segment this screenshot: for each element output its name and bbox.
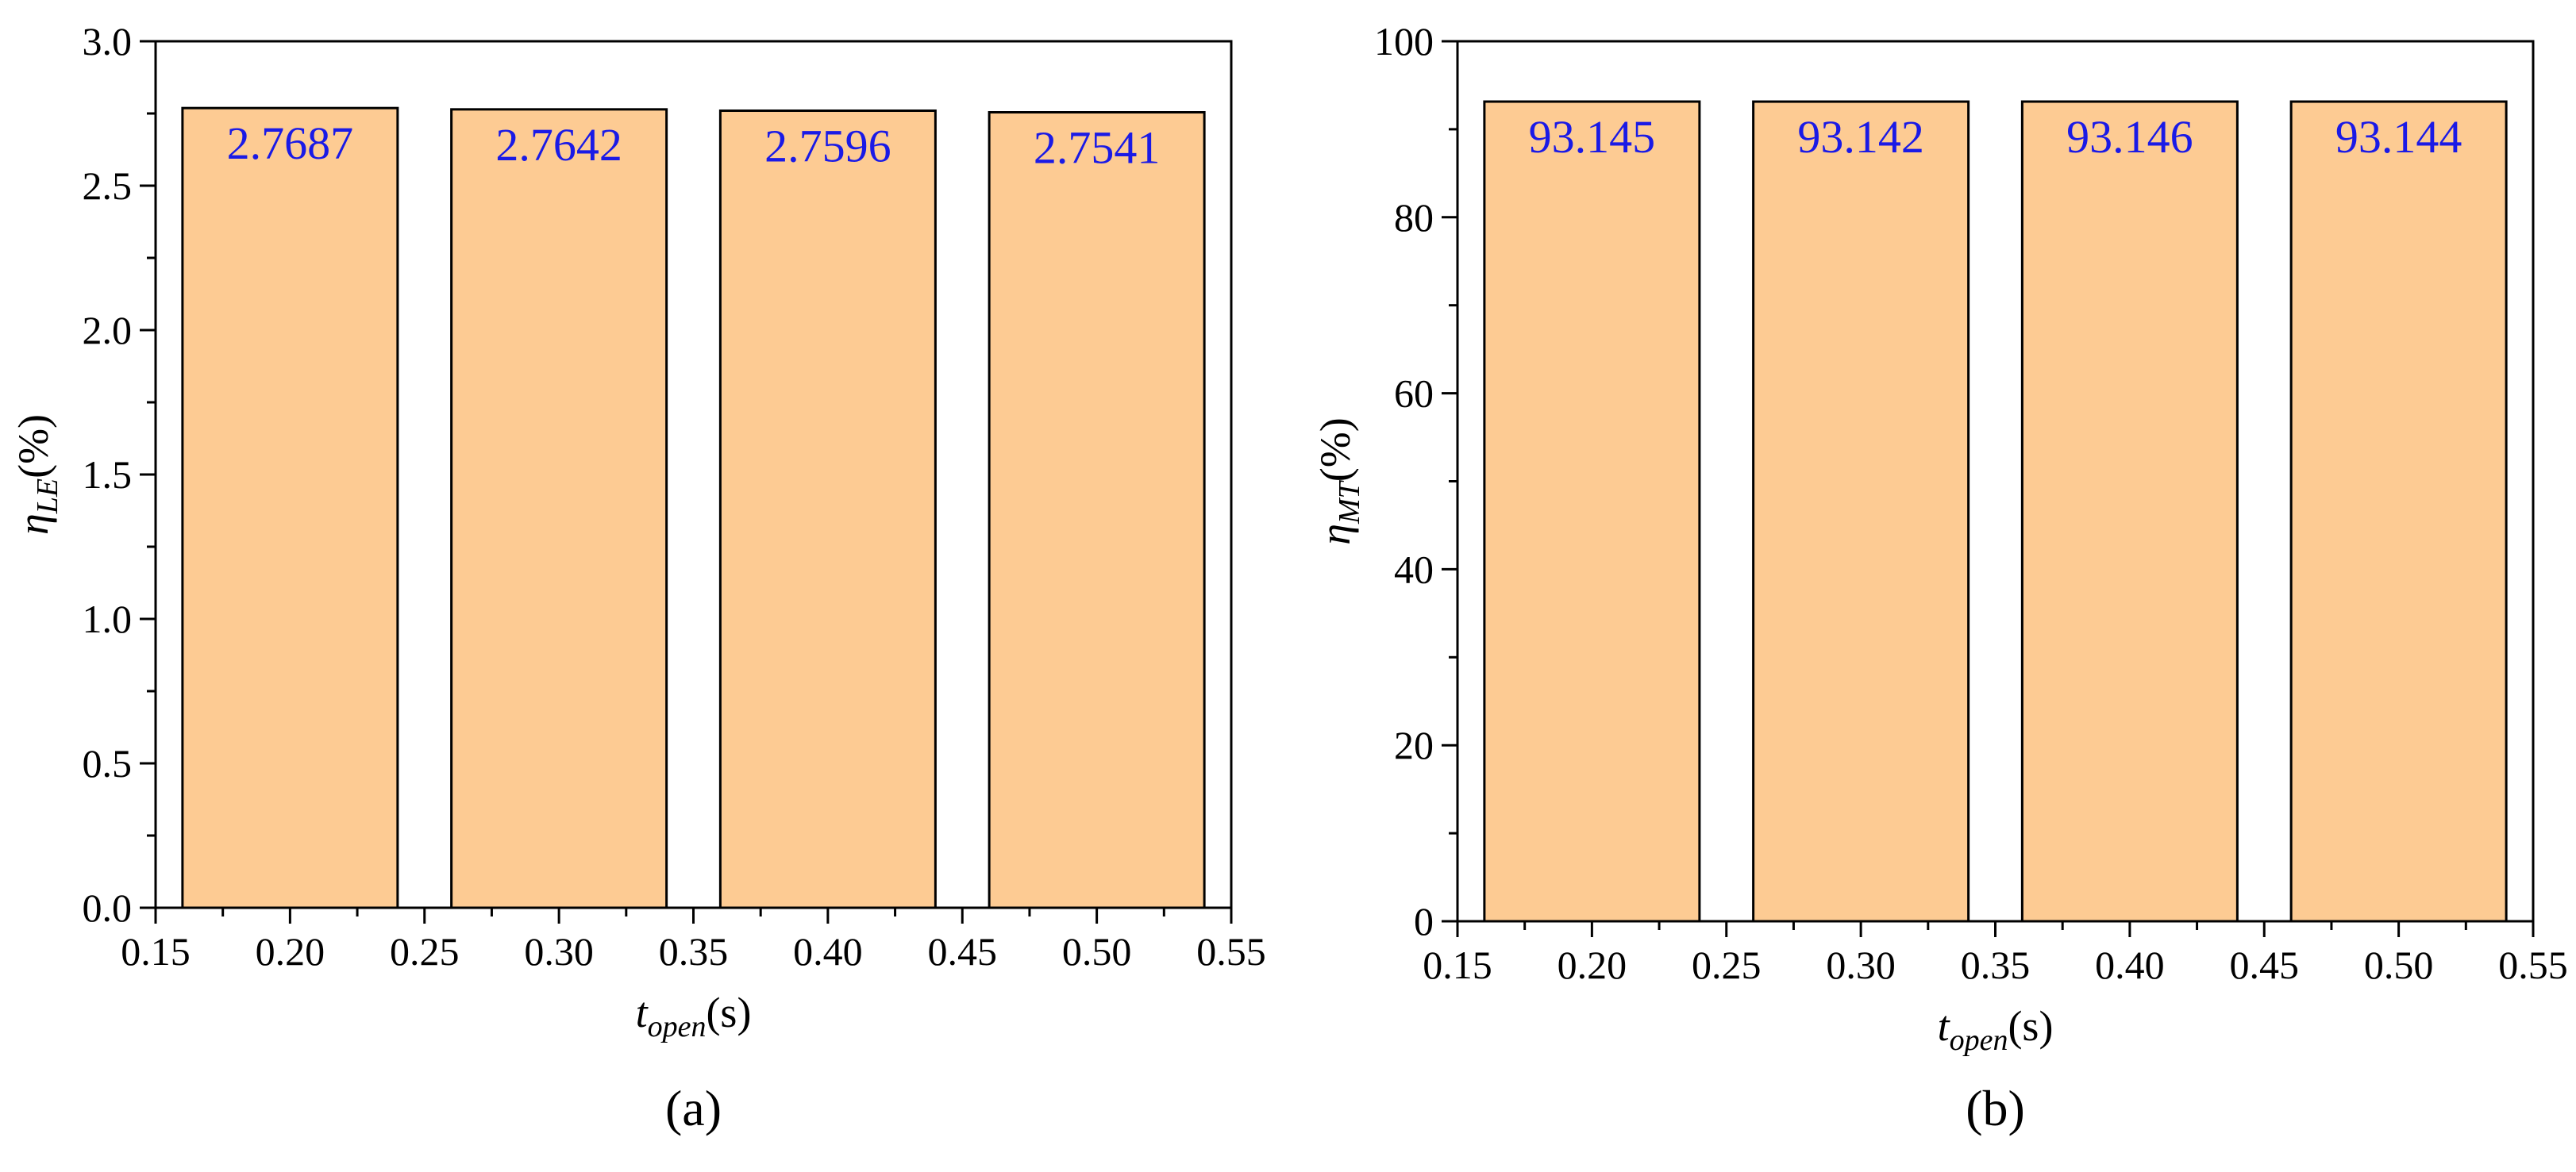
x-tick-label: 0.40 [2095,943,2165,987]
x-tick-label: 0.35 [659,929,729,974]
x-tick-label: 0.25 [390,929,460,974]
y-tick-label: 100 [1374,19,1434,63]
bar [2020,100,2239,923]
x-axis-symbol: t [1938,1002,1951,1050]
panel-label: (b) [1966,1080,2025,1136]
data-label: 93.144 [2335,111,2462,163]
x-tick-label: 0.45 [928,929,998,974]
x-tick-label: 0.15 [1423,943,1492,987]
chart-panel-b: 93.145 93.142 93.146 93.144 0.15 0.20 0.25 0.30… [1311,19,2568,1136]
x-axis-title: topen(s) [636,989,752,1043]
y-axis-title: ηMT(%) [1311,417,1366,545]
y-tick-label: 40 [1394,547,1434,591]
x-tick-label: 0.25 [1692,943,1762,987]
y-axis-unit: (%) [10,414,57,478]
y-tick-label: 0 [1414,899,1434,943]
bar [450,108,668,909]
data-label: 93.142 [1797,111,1924,163]
x-tick-label: 0.50 [2364,943,2434,987]
y-tick-label: 0.5 [83,741,133,786]
x-tick-label: 0.20 [1558,943,1627,987]
x-axis-unit: (s) [706,989,751,1036]
y-tick-label: 60 [1394,371,1434,416]
x-tick-label: 0.55 [1196,929,1266,974]
x-tick-label: 0.15 [121,929,191,974]
bar [718,110,937,909]
y-tick-label: 2.0 [83,308,133,352]
x-tick-label: 0.50 [1062,929,1132,974]
bar [1483,100,1701,923]
x-axis-subscript: open [648,1010,707,1043]
x-axis-unit: (s) [2008,1002,2053,1050]
y-tick-label: 1.5 [83,452,133,497]
y-tick-label: 3.0 [83,19,133,63]
panel-label: (a) [665,1080,722,1136]
x-axis-subscript: open [1950,1024,2008,1057]
y-axis-symbol: η [1311,524,1359,545]
y-axis-subscript: MT [1333,479,1366,525]
x-tick-label: 0.30 [1826,943,1896,987]
x-tick-label: 0.40 [793,929,863,974]
bar [1752,100,1970,923]
data-label: 2.7596 [764,121,891,172]
x-axis-symbol: t [636,989,649,1036]
bar [2289,100,2508,923]
data-label: 2.7687 [227,117,354,169]
y-axis-subscript: LE [31,478,64,514]
y-axis-unit: (%) [1311,417,1359,482]
bar [988,111,1206,909]
bar [181,106,399,909]
data-label: 93.146 [2066,111,2193,163]
y-tick-label: 1.0 [83,597,133,641]
x-axis-title: topen(s) [1938,1002,2054,1057]
x-tick-label: 0.35 [1961,943,2031,987]
x-tick-label: 0.30 [524,929,594,974]
chart-panel-a: 2.7687 2.7642 2.7596 2.7541 0.15 0.20 0.25 0.30… [10,19,1266,1136]
y-tick-label: 0.0 [83,886,133,930]
x-tick-label: 0.55 [2498,943,2568,987]
x-tick-label: 0.45 [2230,943,2300,987]
y-axis-title: ηLE(%) [10,414,64,535]
y-axis-symbol: η [10,513,57,535]
data-label: 2.7541 [1034,122,1161,174]
data-label: 2.7642 [495,119,622,171]
data-label: 93.145 [1529,111,1656,163]
y-tick-label: 20 [1394,723,1434,767]
y-tick-label: 2.5 [83,163,133,208]
y-tick-label: 80 [1394,195,1434,240]
x-tick-label: 0.20 [256,929,325,974]
